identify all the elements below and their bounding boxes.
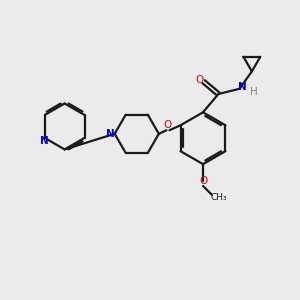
- Text: H: H: [250, 87, 257, 97]
- Text: O: O: [199, 176, 207, 186]
- Text: N: N: [238, 82, 247, 92]
- Text: CH₃: CH₃: [211, 193, 227, 202]
- Text: O: O: [164, 120, 172, 130]
- Text: N: N: [106, 129, 115, 139]
- Text: N: N: [40, 136, 49, 146]
- Text: O: O: [195, 75, 203, 85]
